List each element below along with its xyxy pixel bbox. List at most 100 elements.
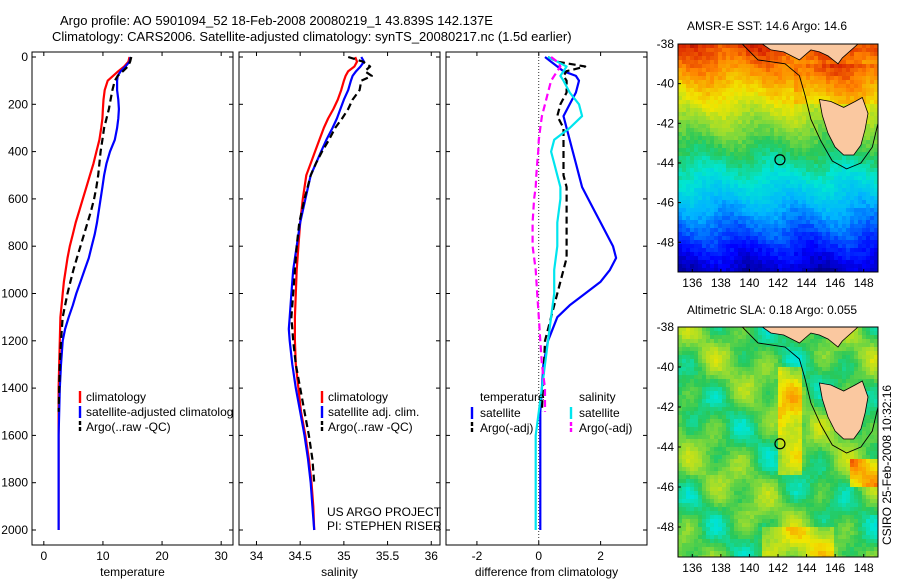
x-tick-label: 144	[797, 561, 817, 575]
x-tick-label: 0	[40, 549, 47, 563]
legend-entry: satellite	[480, 406, 521, 420]
series-line-3	[290, 55, 373, 483]
x-tick-label: 36	[425, 549, 439, 563]
x-axis-label: difference from climatology	[475, 565, 618, 579]
legend-entry: climatology	[86, 390, 146, 404]
series-line-2	[287, 56, 366, 531]
x-tick-label: 2	[597, 549, 604, 563]
sla-map: 136 138 140 142 144 146 148 -38 -40 -42 -44 -46 -48	[657, 320, 879, 575]
x-tick-label: 148	[854, 276, 874, 290]
x-tick-label: 20	[155, 549, 169, 563]
x-axis-label: temperature	[100, 565, 165, 579]
x-tick-label: 142	[768, 276, 788, 290]
x-tick-label: 144	[797, 276, 817, 290]
y-tick-label: -46	[657, 196, 675, 210]
x-tick-label: 148	[854, 561, 874, 575]
heatmap-field	[678, 327, 878, 557]
project-annotation: US ARGO PROJECT	[327, 505, 442, 519]
legend-entry: Argo(-adj)	[480, 421, 533, 435]
y-tick-label: -44	[657, 440, 675, 454]
y-tick-label: 1600	[1, 428, 28, 442]
y-tick-label: 1000	[1, 287, 28, 301]
series-line-1	[539, 56, 618, 530]
sla-map-title: Altimetric SLA: 0.18 Argo: 0.055	[687, 303, 858, 317]
mainland-coast	[761, 327, 878, 348]
profile-panel-1: 0 10 20 30 0 200 400 600 800 1000 1200 1400 1600 1800…	[1, 50, 239, 579]
series-line-4	[531, 56, 562, 412]
legend: temperaturesatelliteArgo(-adj)salinitysa…	[470, 390, 632, 435]
legend-entry: Argo(..raw -QC)	[328, 420, 413, 434]
tasmania-coast	[818, 96, 869, 156]
series-line-3	[57, 56, 133, 412]
legend-entry: Argo(..raw -QC)	[86, 420, 171, 434]
figure-title: Argo profile: AO 5901094_52 18-Feb-2008 …	[60, 13, 493, 28]
shelf-contour	[741, 44, 878, 170]
series-line-2	[57, 56, 132, 530]
shelf-contour	[741, 327, 878, 454]
x-tick-label: 138	[711, 561, 731, 575]
y-tick-label: -42	[657, 116, 675, 130]
x-tick-label: 138	[711, 276, 731, 290]
y-tick-label: 400	[8, 145, 28, 159]
y-tick-label: -46	[657, 480, 675, 494]
x-tick-label: 140	[739, 561, 759, 575]
x-tick-label: 34	[250, 549, 264, 563]
y-tick-label: -44	[657, 156, 675, 170]
tasmania-coast	[818, 380, 869, 440]
legend-group-title: temperature	[480, 390, 545, 404]
x-tick-label: 34.5	[288, 549, 312, 563]
profile-panel-2: 34 34.5 35 35.5 36 salinity climatologysatelli…	[238, 51, 442, 579]
y-tick-label: 2000	[1, 523, 28, 537]
heatmap-field	[678, 44, 878, 272]
x-tick-label: 35	[337, 549, 351, 563]
y-tick-label: 0	[21, 50, 28, 64]
y-tick-label: -38	[657, 320, 675, 334]
mainland-coast	[761, 44, 878, 65]
plot-frame	[238, 51, 441, 546]
y-tick-label: -48	[657, 520, 675, 534]
legend-entry: satellite adj. clim.	[328, 405, 419, 419]
series-line-3	[534, 56, 584, 530]
x-tick-label: 146	[825, 561, 845, 575]
plot-frame	[445, 51, 648, 546]
figure-subtitle: Climatology: CARS2006. Satellite-adjuste…	[52, 29, 572, 44]
x-tick-label: 30	[214, 549, 228, 563]
x-tick-label: 0	[535, 549, 542, 563]
y-tick-label: 1800	[1, 476, 28, 490]
sst-map: 136 138 140 142 144 146 148 -38 -40 -42 -44 -46 -48	[657, 37, 879, 290]
x-tick-label: 142	[768, 561, 788, 575]
x-tick-label: -2	[472, 549, 483, 563]
x-tick-label: 146	[825, 276, 845, 290]
series-line-1	[57, 56, 131, 530]
legend-entry: satellite-adjusted climatology	[86, 405, 239, 419]
y-tick-label: 200	[8, 97, 28, 111]
x-tick-label: 10	[96, 549, 110, 563]
project-annotation: PI: STEPHEN RISER	[327, 519, 442, 533]
x-tick-label: 140	[739, 276, 759, 290]
y-tick-label: -40	[657, 77, 675, 91]
series-line-2	[540, 56, 587, 412]
sst-map-title: AMSR-E SST: 14.6 Argo: 14.6	[687, 19, 848, 33]
profile-panel-3: -2 0 2 difference from climatology temperatu…	[445, 51, 648, 579]
legend-entry: climatology	[328, 390, 388, 404]
argo-float-marker	[774, 438, 786, 450]
y-tick-label: 600	[8, 192, 28, 206]
y-tick-label: 800	[8, 239, 28, 253]
x-tick-label: 35.5	[376, 549, 400, 563]
legend-group-title: salinity	[579, 390, 616, 404]
y-tick-label: -40	[657, 360, 675, 374]
x-tick-label: 136	[682, 276, 702, 290]
y-tick-label: -38	[657, 37, 675, 51]
y-tick-label: 1200	[1, 334, 28, 348]
argo-float-marker	[774, 154, 786, 166]
x-axis-label: salinity	[321, 565, 358, 579]
legend-entry: Argo(-adj)	[579, 421, 632, 435]
x-tick-label: 136	[682, 561, 702, 575]
y-tick-label: -48	[657, 235, 675, 249]
y-tick-label: 1400	[1, 381, 28, 395]
legend-entry: satellite	[579, 406, 620, 420]
y-tick-label: -42	[657, 400, 675, 414]
